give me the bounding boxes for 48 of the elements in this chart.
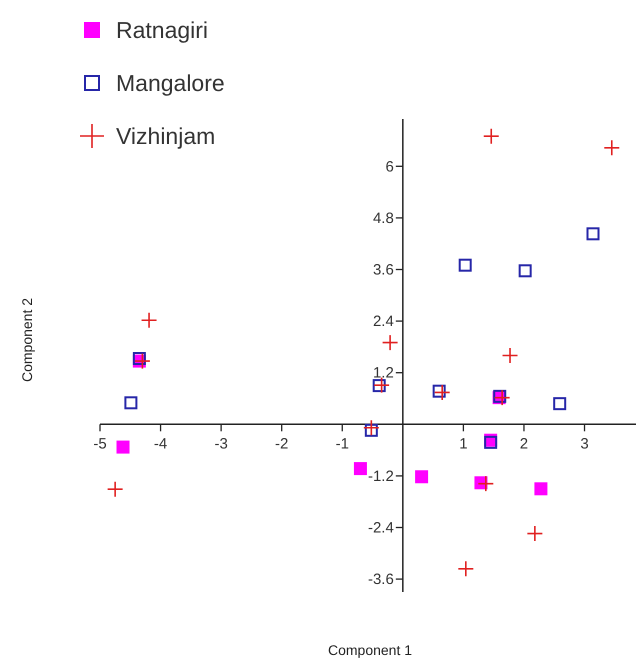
x-tick-label: -5 xyxy=(93,435,107,452)
x-tick-label: -2 xyxy=(275,435,288,452)
y-axis-title: Component 2 xyxy=(19,298,35,382)
y-tick-label: 2.4 xyxy=(372,313,394,330)
y-tick-label: -2.4 xyxy=(368,520,394,536)
point xyxy=(354,462,367,476)
legend-label: Vizhinjam xyxy=(116,123,216,149)
legend-label: Ratnagiri xyxy=(116,17,208,43)
y-tick-label: 1.2 xyxy=(372,364,394,382)
point xyxy=(553,397,566,410)
point xyxy=(494,389,510,406)
point xyxy=(363,419,380,436)
point xyxy=(382,334,398,351)
x-tick-label: 3 xyxy=(580,435,589,452)
y-tick-label: 4.8 xyxy=(372,210,394,227)
point xyxy=(586,227,600,240)
point xyxy=(106,480,124,498)
point xyxy=(482,128,500,144)
x-axis-title: Component 1 xyxy=(328,642,412,658)
y-tick-label: -3.6 xyxy=(368,571,394,588)
point xyxy=(434,384,450,401)
x-tick-label: -1 xyxy=(336,435,349,452)
point xyxy=(458,560,474,578)
point xyxy=(534,482,548,496)
point xyxy=(134,352,151,370)
x-tick-label: 1 xyxy=(459,435,468,452)
point xyxy=(415,470,428,484)
point xyxy=(518,264,532,278)
point xyxy=(502,347,518,364)
point xyxy=(432,384,446,398)
point xyxy=(132,352,146,366)
point xyxy=(116,440,130,454)
point xyxy=(478,475,494,492)
point xyxy=(603,140,620,156)
point xyxy=(140,312,158,329)
point xyxy=(364,424,378,437)
x-tick-label: -3 xyxy=(214,435,228,452)
y-tick-label: -1.2 xyxy=(368,468,394,485)
point xyxy=(458,258,472,272)
x-tick-label: 2 xyxy=(520,435,528,452)
x-tick-label: -4 xyxy=(154,435,168,452)
point xyxy=(372,379,386,392)
legend-label: Mangalore xyxy=(116,70,225,96)
point xyxy=(373,376,390,394)
y-tick-label: 3.6 xyxy=(372,262,394,278)
y-tick-label: 6 xyxy=(385,158,394,176)
point xyxy=(124,396,138,410)
point xyxy=(526,525,544,542)
